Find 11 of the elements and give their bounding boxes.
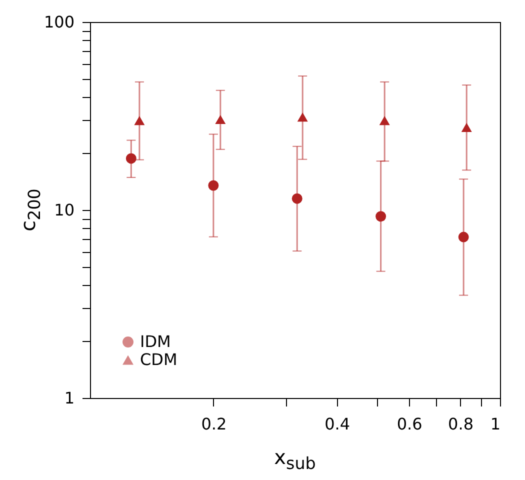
x-tick-label: 0.4 bbox=[324, 414, 350, 434]
y-tick-label: 10 bbox=[54, 200, 74, 220]
x-tick-label: 0.8 bbox=[448, 414, 474, 434]
y-tick-label: 100 bbox=[44, 12, 74, 32]
x-tick-label: 0.6 bbox=[396, 414, 422, 434]
x-axis-title: x$_{sub}$ bbox=[273, 445, 317, 473]
x-tick-label: 0.2 bbox=[201, 414, 227, 434]
x-tick-label: 1 bbox=[490, 414, 500, 434]
legend-label: IDM bbox=[140, 332, 171, 351]
legend-label: CDM bbox=[140, 350, 178, 369]
y-tick-label: 1 bbox=[64, 388, 74, 408]
